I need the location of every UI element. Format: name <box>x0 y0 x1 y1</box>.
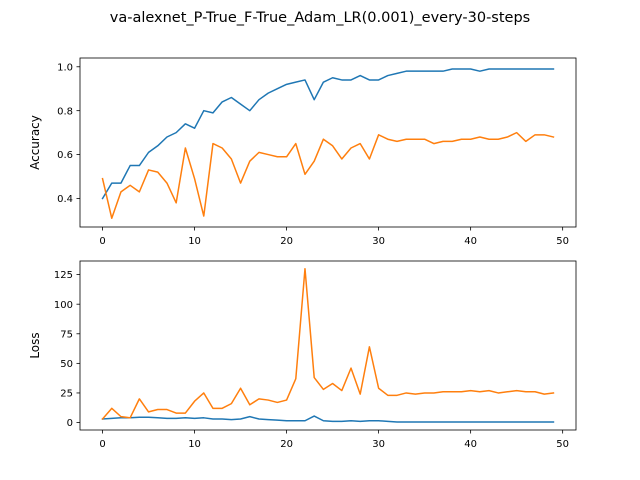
loss-xtick-label: 10 <box>188 439 201 450</box>
accuracy-xtick-label: 40 <box>464 236 477 247</box>
loss-xtick-label: 30 <box>372 439 385 450</box>
accuracy-subplot: 0 10 20 30 40 50 0.4 0.6 0.8 1.0 Accuracy <box>28 57 577 247</box>
loss-xtick-label: 20 <box>280 439 293 450</box>
accuracy-xtick-label: 50 <box>556 236 569 247</box>
loss-ytick-label: 100 <box>54 300 73 311</box>
accuracy-axes-frame <box>79 57 577 228</box>
loss-subplot: 0 10 20 30 40 50 0 25 50 75 100 125 Loss <box>28 260 577 450</box>
loss-xtick-label: 0 <box>99 439 105 450</box>
loss-xtick-label: 40 <box>464 439 477 450</box>
accuracy-ytick-label: 0.4 <box>57 194 73 205</box>
figure-suptitle: va-alexnet_P-True_F-True_Adam_LR(0.001)_… <box>110 10 530 26</box>
loss-ytick-label: 0 <box>67 418 73 429</box>
accuracy-series-2-line <box>101 131 555 219</box>
accuracy-series-1-line <box>101 68 555 200</box>
loss-ytick-label: 125 <box>54 270 73 281</box>
loss-ytick-label: 25 <box>60 389 73 400</box>
loss-ylabel: Loss <box>28 332 42 358</box>
loss-series-2-line <box>101 267 555 421</box>
loss-xtick-label: 50 <box>556 439 569 450</box>
accuracy-xtick-label: 20 <box>280 236 293 247</box>
loss-ytick-label: 50 <box>60 359 73 370</box>
accuracy-xtick-label: 10 <box>188 236 201 247</box>
accuracy-ytick-label: 0.8 <box>57 106 73 117</box>
accuracy-xtick-label: 30 <box>372 236 385 247</box>
loss-axes-frame <box>79 260 577 431</box>
accuracy-ylabel: Accuracy <box>28 115 42 170</box>
loss-ytick-label: 75 <box>60 329 73 340</box>
accuracy-ytick-label: 0.6 <box>57 150 73 161</box>
accuracy-ytick-label: 1.0 <box>57 62 73 73</box>
accuracy-xtick-label: 0 <box>99 236 105 247</box>
loss-series-1-line <box>101 415 555 423</box>
